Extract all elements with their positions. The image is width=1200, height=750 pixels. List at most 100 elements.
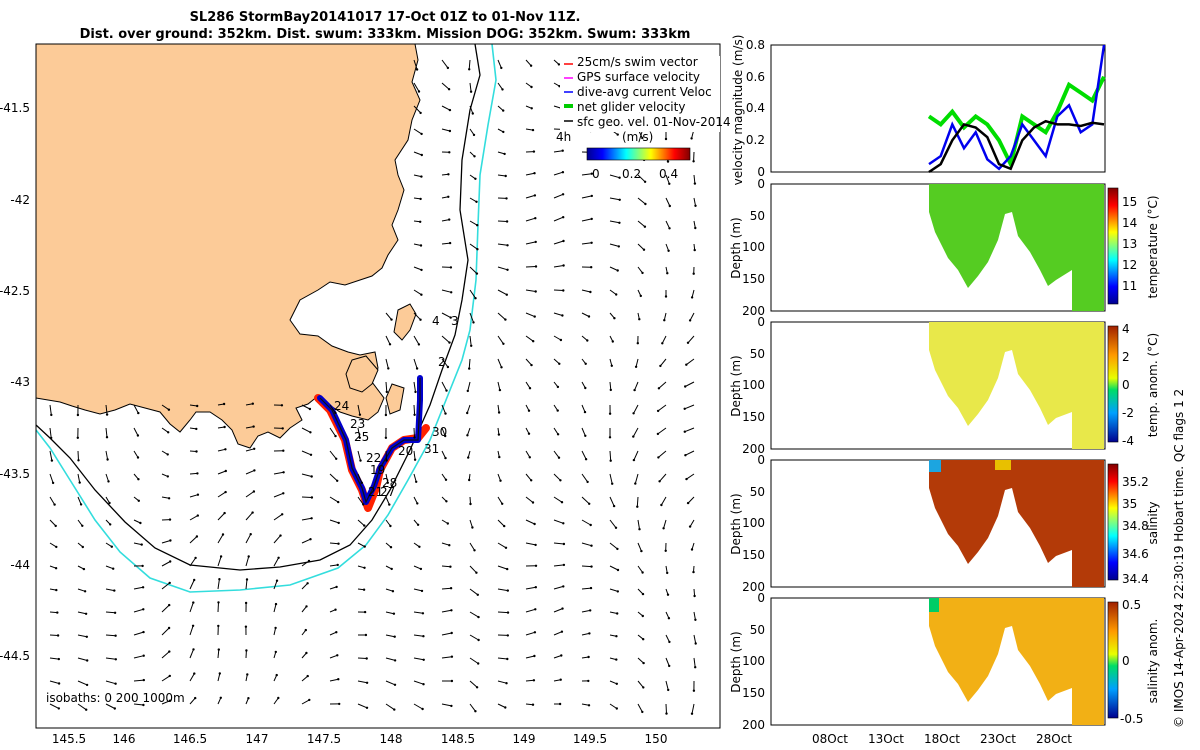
velocity-arrow-head — [534, 240, 537, 244]
velocity-arrow — [469, 312, 474, 323]
velocity-arrow — [133, 427, 139, 436]
velocity-arrow-head — [530, 479, 533, 482]
velocity-arrow-head — [139, 521, 142, 525]
velocity-arrow — [301, 427, 311, 433]
velocity-arrow-head — [661, 342, 664, 345]
velocity-arrow-head — [560, 501, 564, 504]
velocity-arrow — [468, 59, 471, 70]
velocity-arrow — [441, 219, 450, 222]
velocity-arrow — [497, 404, 500, 413]
velocity-arrow — [693, 611, 696, 620]
velocity-arrow — [77, 588, 86, 592]
velocity-arrow-head — [192, 648, 195, 651]
velocity-arrow — [636, 496, 639, 507]
velocity-arrow — [658, 381, 667, 389]
velocity-arrow — [245, 512, 253, 521]
velocity-arrow — [497, 220, 508, 222]
legend-label: dive-avg current Veloc — [577, 85, 712, 99]
velocity-arrow-head — [420, 175, 423, 178]
velocity-arrow — [161, 627, 170, 636]
velocity-arrow-head — [444, 434, 447, 438]
velocity-arrow-head — [141, 564, 144, 568]
velocity-arrow-head — [448, 241, 452, 245]
velocity-arrow-head — [641, 271, 644, 275]
velocity-arrow — [105, 703, 116, 709]
velocity-arrow-head — [277, 696, 280, 700]
velocity-arrow-head — [363, 610, 367, 614]
salinity-surface-patch — [929, 460, 941, 472]
velocity-arrow — [525, 172, 535, 176]
velocity-arrow — [525, 358, 532, 366]
velocity-arrow-head — [638, 318, 641, 321]
velocity-arrow — [469, 220, 478, 226]
velocity-arrow — [469, 82, 472, 92]
velocity-arrow-head — [683, 430, 686, 433]
velocity-arrow — [441, 656, 452, 659]
velocity-arrow-head — [556, 433, 560, 436]
velocity-arrow-head — [694, 666, 697, 669]
velocity-arrow-head — [559, 479, 562, 482]
velocity-arrow — [385, 473, 389, 483]
velocity-arrow-head — [386, 481, 389, 484]
velocity-arrow-head — [137, 499, 140, 502]
velocity-arrow — [665, 703, 667, 714]
velocity-arrow-head — [608, 412, 612, 415]
velocity-arrow-head — [690, 548, 694, 551]
velocity-arrow-head — [558, 702, 562, 706]
velocity-arrow-head — [335, 585, 338, 589]
velocity-arrow — [441, 427, 446, 437]
velocity-arrow-head — [444, 412, 447, 415]
velocity-arrow-head — [422, 683, 425, 686]
velocity-arrow — [133, 542, 142, 546]
velocity-arrow — [467, 381, 471, 392]
velocity-arrow-head — [562, 289, 565, 292]
velocity-arrow-head — [393, 659, 397, 662]
velocity-arrow-head — [114, 634, 117, 637]
velocity-arrow — [609, 473, 613, 484]
velocity-arrow — [525, 381, 531, 389]
velocity-arrow-head — [587, 704, 591, 707]
velocity-arrow-head — [334, 434, 337, 438]
velocity-arrow-head — [561, 607, 564, 610]
velocity-arrow-head — [694, 618, 697, 621]
velocity-arrow-head — [413, 413, 416, 416]
velocity-arrow-head — [168, 581, 171, 585]
velocity-arrow-head — [337, 542, 340, 545]
velocity-arrow — [525, 450, 531, 458]
map-x-tick: 147.5 — [307, 732, 341, 746]
velocity-arrow-head — [586, 339, 589, 342]
cbar-label: salinity anom. — [1146, 619, 1160, 704]
velocity-arrow — [161, 427, 169, 433]
velocity-arrow-head — [448, 544, 451, 547]
depth-tick: 150 — [742, 410, 765, 424]
velocity-arrow — [329, 564, 338, 567]
velocity-arrow-head — [421, 707, 424, 711]
velocity-arrow-head — [390, 567, 393, 571]
velocity-arrow-head — [684, 385, 687, 388]
velocity-arrow — [133, 404, 139, 414]
velocity-arrow — [497, 657, 508, 660]
velocity-arrow — [301, 473, 312, 477]
velocity-arrow-head — [81, 524, 84, 527]
velocity-arrow — [553, 335, 562, 341]
velocity-arrow-head — [167, 497, 171, 500]
velocity-arrow-head — [334, 608, 337, 611]
velocity-arrow-head — [307, 559, 311, 563]
velocity-arrow-head — [279, 534, 282, 537]
velocity-arrow — [609, 450, 612, 461]
velocity-arrow-head — [85, 635, 89, 638]
velocity-arrow-head — [137, 411, 140, 415]
velocity-arrow — [413, 335, 420, 345]
velocity-arrow — [413, 312, 421, 321]
velocity-arrow-head — [667, 617, 671, 620]
velocity-arrow-head — [634, 482, 637, 485]
velocity-arrow — [273, 580, 278, 590]
velocity-arrow — [413, 680, 424, 685]
velocity-arrow — [469, 657, 479, 664]
velocity-arrow — [469, 243, 478, 250]
velocity-arrow-head — [666, 272, 669, 275]
velocity-arrow — [581, 289, 591, 293]
velocity-arrow — [665, 634, 670, 643]
velocity-arrow — [161, 404, 170, 411]
velocity-arrow — [684, 427, 695, 433]
